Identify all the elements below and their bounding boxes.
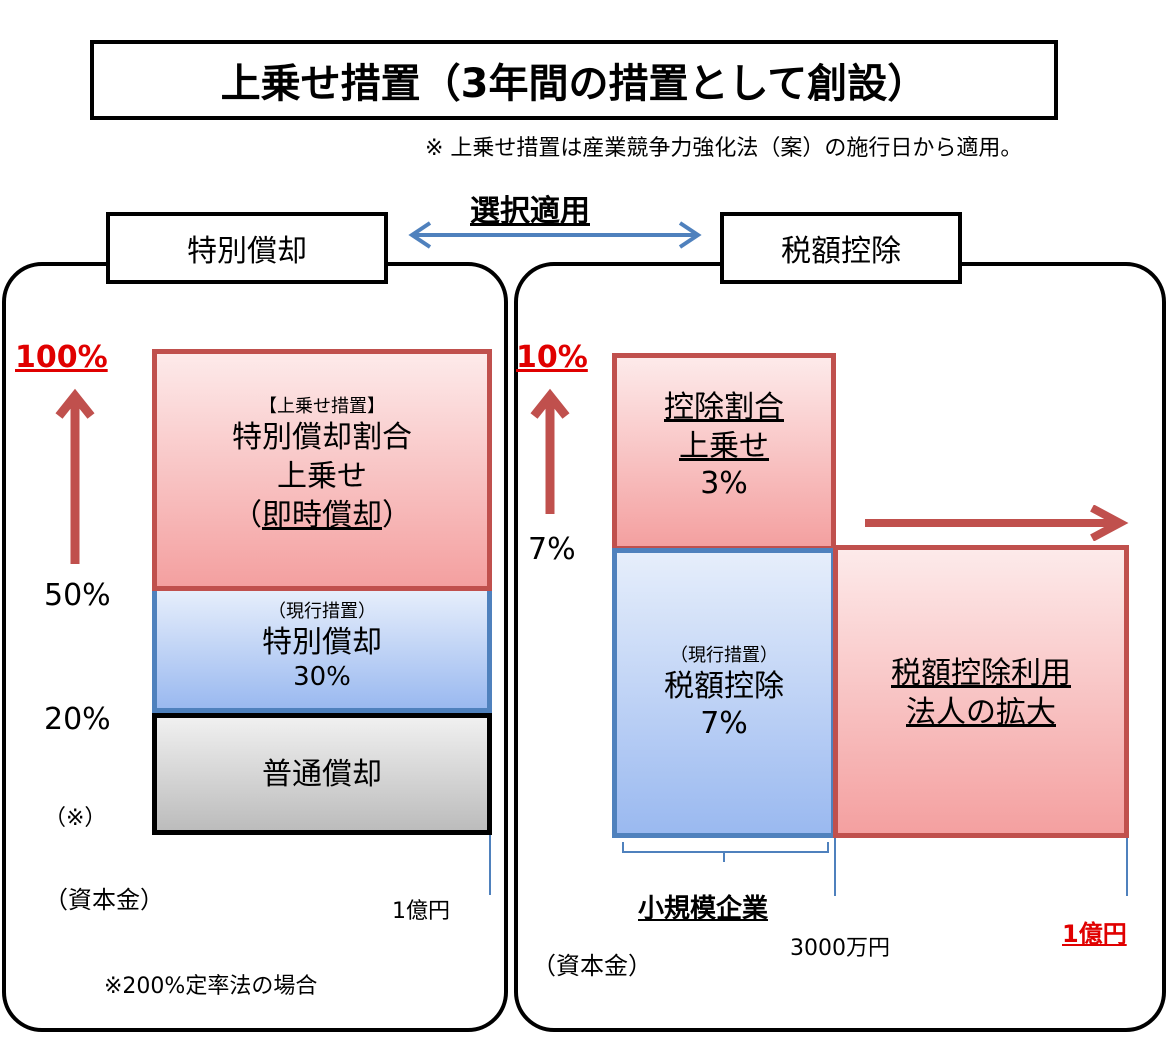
blue-block-tag: （現行措置） [268, 601, 376, 622]
left-red-block: 【上乗せ措置】 特別償却割合 上乗せ （即時償却） [152, 349, 492, 591]
small-company-label: 小規模企業 [638, 894, 769, 924]
right-red-block: 税額控除利用 法人の拡大 [833, 545, 1129, 838]
left-blue-block: （現行措置） 特別償却 30% [152, 591, 492, 713]
right-amount-small: 3000万円 [790, 936, 890, 961]
right-blue-line2: 7% [700, 706, 748, 741]
red-right-line1: 税額控除利用 [891, 656, 1071, 691]
red-block-line1: 特別償却割合 [232, 420, 412, 455]
right-red-top: 控除割合 上乗せ 3% [612, 353, 836, 551]
up-arrow-icon [530, 388, 570, 514]
red-block-tag: 【上乗せ措置】 [259, 396, 385, 417]
left-label: 特別償却 [106, 212, 388, 284]
right-pct-10: 10% [516, 340, 588, 375]
selection-label: 選択適用 [470, 194, 590, 229]
red-top-line1: 控除割合 [664, 390, 784, 425]
top-note: ※ 上乗せ措置は産業競争力強化法（案）の施行日から適用。 [425, 136, 1023, 161]
left-pct-20: 20% [44, 702, 111, 737]
left-gray-block: 普通償却 [152, 713, 492, 835]
up-arrow-icon [55, 388, 95, 564]
right-blue-line1: 税額控除 [664, 669, 784, 704]
red-right-line2: 法人の拡大 [906, 695, 1056, 730]
red-block-line2: 上乗せ [277, 459, 367, 494]
right-arrow-icon [865, 505, 1129, 541]
left-capital: （資本金） [44, 886, 164, 914]
left-amount: 1億円 [392, 899, 450, 924]
left-note-mark: （※） [44, 806, 107, 831]
right-pct-7: 7% [528, 532, 576, 567]
red-top-line2: 上乗せ [679, 429, 769, 464]
red-top-line3: 3% [700, 466, 748, 501]
red-block-line3-inner: 即時償却 [262, 498, 382, 533]
right-label: 税額控除 [720, 212, 962, 284]
blue-block-line1: 特別償却 [262, 625, 382, 660]
right-axis-tick-2 [1126, 838, 1128, 896]
left-pct-50: 50% [44, 578, 111, 613]
right-blue-block: （現行措置） 税額控除 7% [612, 548, 836, 838]
double-arrow-icon [408, 221, 702, 249]
brace-icon [622, 842, 829, 862]
left-pct-100: 100% [15, 340, 108, 375]
blue-block-line2: 30% [293, 662, 351, 692]
gray-block-line1: 普通償却 [262, 756, 382, 792]
right-amount-large: 1億円 [1062, 920, 1127, 948]
red-block-line3: （即時償却） [232, 498, 412, 533]
left-footnote: ※200%定率法の場合 [104, 974, 318, 999]
right-capital: （資本金） [532, 952, 652, 980]
page-title: 上乗せ措置（3年間の措置として創設） [90, 40, 1058, 120]
right-blue-tag: （現行措置） [670, 645, 778, 666]
left-axis-tick [489, 835, 491, 895]
right-axis-tick-1 [834, 838, 836, 896]
